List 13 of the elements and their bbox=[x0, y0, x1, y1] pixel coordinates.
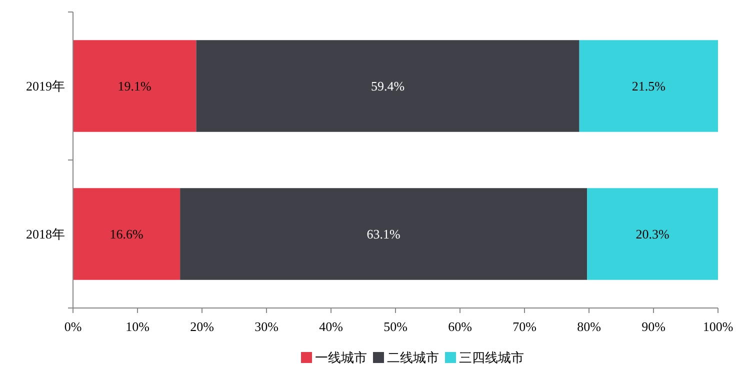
y-tick-label: 2018年 bbox=[26, 226, 65, 242]
x-tick-label: 50% bbox=[384, 319, 408, 334]
x-tick-label: 20% bbox=[190, 319, 214, 334]
x-tick-label: 100% bbox=[702, 319, 734, 334]
x-tick-label: 30% bbox=[254, 319, 279, 334]
x-tick-label: 90% bbox=[642, 319, 666, 334]
x-tick-label: 10% bbox=[126, 319, 150, 334]
x-tick-label: 60% bbox=[448, 319, 472, 334]
x-tick-label: 70% bbox=[512, 319, 537, 334]
y-tick-label: 2019年 bbox=[26, 78, 65, 94]
x-tick-label: 40% bbox=[319, 319, 344, 334]
x-tick-label: 80% bbox=[577, 319, 602, 334]
x-tick-label: 0% bbox=[64, 319, 82, 334]
